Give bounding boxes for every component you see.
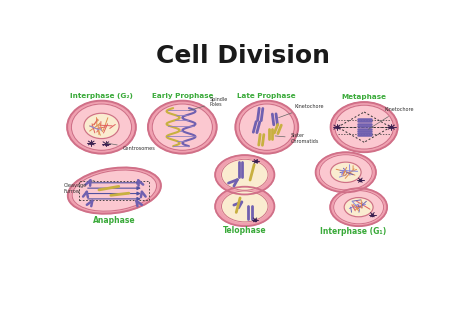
Ellipse shape bbox=[330, 162, 361, 183]
Text: Sister
Chromatids: Sister Chromatids bbox=[275, 133, 319, 144]
Ellipse shape bbox=[72, 170, 156, 211]
Ellipse shape bbox=[148, 101, 217, 153]
Text: Centrosomes: Centrosomes bbox=[106, 143, 155, 151]
Text: Metaphase: Metaphase bbox=[342, 94, 387, 100]
Text: Cleavage
Furrow: Cleavage Furrow bbox=[64, 180, 94, 194]
Ellipse shape bbox=[215, 187, 274, 226]
Text: Early Prophase: Early Prophase bbox=[152, 93, 213, 99]
Ellipse shape bbox=[221, 159, 268, 190]
Ellipse shape bbox=[221, 191, 268, 222]
Ellipse shape bbox=[344, 197, 373, 217]
Ellipse shape bbox=[331, 102, 398, 152]
Text: Interphase (G₂): Interphase (G₂) bbox=[70, 93, 133, 99]
Ellipse shape bbox=[215, 155, 274, 194]
Ellipse shape bbox=[68, 167, 161, 214]
Ellipse shape bbox=[316, 152, 376, 192]
Ellipse shape bbox=[67, 101, 136, 153]
Text: Kinetochore: Kinetochore bbox=[368, 107, 414, 129]
Ellipse shape bbox=[239, 104, 294, 150]
Ellipse shape bbox=[335, 105, 393, 149]
Ellipse shape bbox=[152, 104, 212, 150]
Text: Spindle
Poles: Spindle Poles bbox=[189, 97, 228, 111]
Text: Anaphase: Anaphase bbox=[93, 216, 136, 225]
Ellipse shape bbox=[72, 104, 132, 150]
Ellipse shape bbox=[319, 155, 372, 190]
Text: Kinetochore: Kinetochore bbox=[279, 104, 324, 118]
Ellipse shape bbox=[236, 101, 298, 153]
Text: Interphase (G₁): Interphase (G₁) bbox=[320, 227, 386, 236]
Text: Cell Division: Cell Division bbox=[156, 44, 330, 68]
Text: Telophase: Telophase bbox=[223, 226, 266, 235]
Ellipse shape bbox=[330, 188, 387, 226]
Ellipse shape bbox=[334, 191, 383, 224]
Ellipse shape bbox=[84, 113, 119, 139]
Text: Late Prophase: Late Prophase bbox=[237, 93, 296, 99]
